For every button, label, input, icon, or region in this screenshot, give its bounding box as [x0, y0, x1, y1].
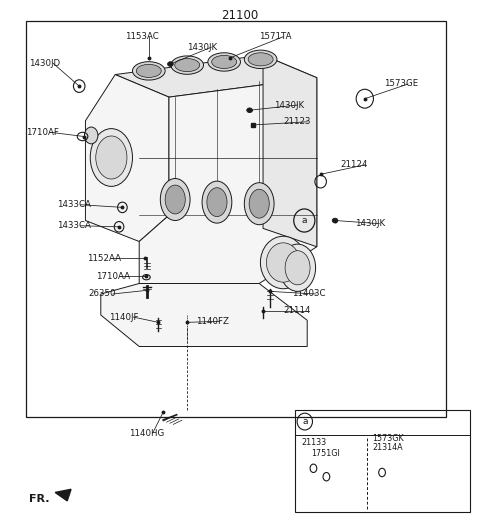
Ellipse shape: [165, 185, 185, 214]
Ellipse shape: [244, 50, 277, 68]
Text: 1571TA: 1571TA: [259, 32, 292, 41]
Ellipse shape: [132, 62, 165, 80]
Ellipse shape: [84, 127, 98, 144]
Polygon shape: [139, 78, 317, 284]
Text: 1152AA: 1152AA: [87, 254, 121, 263]
Text: 1430JD: 1430JD: [29, 58, 60, 68]
Text: 1430JK: 1430JK: [355, 219, 385, 228]
Text: 21114: 21114: [283, 306, 311, 316]
Ellipse shape: [212, 55, 237, 68]
Polygon shape: [115, 55, 317, 97]
Ellipse shape: [248, 53, 273, 66]
Ellipse shape: [160, 178, 190, 220]
Text: 1710AF: 1710AF: [26, 128, 59, 137]
Text: 21124: 21124: [341, 160, 368, 170]
Text: 1710AA: 1710AA: [96, 271, 130, 281]
Ellipse shape: [260, 236, 306, 289]
Ellipse shape: [207, 188, 227, 216]
Ellipse shape: [171, 56, 204, 75]
Ellipse shape: [279, 244, 316, 291]
Polygon shape: [263, 55, 317, 247]
Text: 21123: 21123: [283, 117, 311, 127]
Ellipse shape: [208, 53, 240, 71]
Polygon shape: [101, 284, 307, 346]
Ellipse shape: [332, 218, 338, 223]
Text: 1430JK: 1430JK: [187, 43, 217, 52]
Text: 21314A: 21314A: [372, 443, 403, 452]
Text: 1751GI: 1751GI: [311, 449, 340, 458]
Bar: [26, 21, 446, 417]
Text: a: a: [301, 216, 307, 225]
Ellipse shape: [168, 62, 173, 67]
Text: 26350: 26350: [89, 289, 116, 299]
Text: 1153AC: 1153AC: [125, 32, 158, 41]
Ellipse shape: [90, 129, 132, 186]
Ellipse shape: [175, 59, 200, 72]
Text: 1140HG: 1140HG: [129, 428, 164, 438]
Text: 1573GK: 1573GK: [372, 434, 404, 443]
Text: 1573GE: 1573GE: [384, 79, 418, 89]
Ellipse shape: [96, 136, 127, 179]
Text: 1140JF: 1140JF: [109, 312, 139, 322]
Ellipse shape: [285, 251, 310, 285]
Polygon shape: [55, 489, 71, 501]
Text: a: a: [302, 417, 308, 426]
Text: 1433CA: 1433CA: [57, 200, 91, 209]
Ellipse shape: [249, 189, 269, 218]
Text: 1430JK: 1430JK: [274, 100, 304, 110]
Ellipse shape: [247, 108, 252, 113]
Text: FR.: FR.: [29, 494, 49, 504]
Ellipse shape: [202, 181, 232, 223]
Text: 21133: 21133: [301, 437, 326, 447]
Text: 1140FZ: 1140FZ: [196, 317, 228, 326]
Text: 21100: 21100: [221, 9, 259, 22]
Ellipse shape: [244, 183, 274, 225]
Text: 1433CA: 1433CA: [57, 221, 91, 230]
Bar: [295, 410, 470, 512]
Ellipse shape: [136, 65, 161, 77]
Text: 11403C: 11403C: [292, 289, 325, 299]
Polygon shape: [85, 75, 169, 242]
Ellipse shape: [266, 243, 300, 282]
